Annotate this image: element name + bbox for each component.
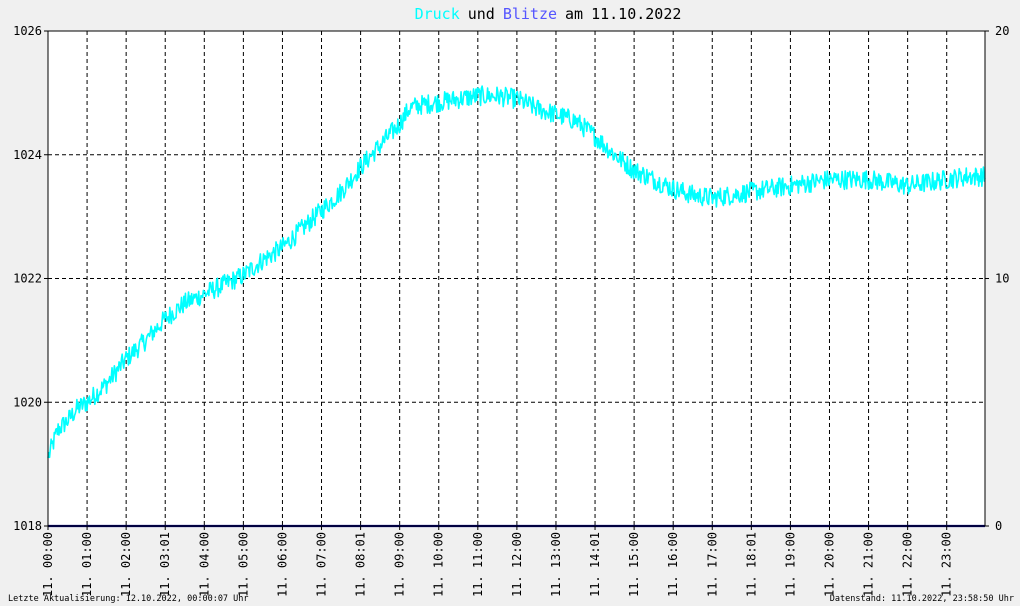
x-tick-label: 11. 22:00 bbox=[901, 532, 915, 597]
plot-frame bbox=[47, 30, 986, 527]
title-blitze: Blitze bbox=[503, 5, 557, 23]
y-left-tick-label: 1020 bbox=[13, 395, 42, 409]
y-left-tick-label: 1018 bbox=[13, 519, 42, 533]
label-layer: 11. 00:00 11. 01:00 11. 02:00 11. 03:01 11. … bbox=[13, 24, 1009, 597]
x-tick-label: 11. 13:00 bbox=[549, 532, 563, 597]
x-tick-label: 11. 12:00 bbox=[510, 532, 524, 597]
x-tick-label: 11. 00:00 bbox=[41, 532, 55, 597]
footer-last-update: Letzte Aktualisierung: 12.10.2022, 00:00… bbox=[8, 594, 249, 604]
chart-title: Druck und Blitze am 11.10.2022 bbox=[415, 5, 682, 23]
x-tick-label: 11. 07:00 bbox=[315, 532, 329, 597]
y-right-tick-label: 10 bbox=[995, 272, 1009, 286]
x-tick-label: 11. 01:00 bbox=[80, 532, 94, 597]
x-tick-label: 11. 19:00 bbox=[783, 532, 797, 597]
x-tick-label: 11. 21:00 bbox=[862, 532, 876, 597]
series-druck-line bbox=[47, 85, 986, 459]
x-tick-label: 11. 09:00 bbox=[393, 532, 407, 597]
footer-data-status: Datenstand: 11.10.2022, 23:58:50 Uhr bbox=[830, 594, 1014, 604]
x-tick-label: 11. 10:00 bbox=[432, 532, 446, 597]
title-und: und bbox=[468, 5, 495, 23]
x-tick-label: 11. 03:01 bbox=[158, 532, 172, 597]
x-tick-label: 11. 14:01 bbox=[588, 532, 602, 597]
title-date: 11.10.2022 bbox=[591, 5, 681, 23]
y-left-tick-label: 1026 bbox=[13, 24, 42, 38]
y-right-tick-label: 20 bbox=[995, 24, 1009, 38]
x-tick-label: 11. 02:00 bbox=[119, 532, 133, 597]
x-tick-label: 11. 15:00 bbox=[627, 532, 641, 597]
x-tick-label: 11. 11:00 bbox=[471, 532, 485, 597]
x-tick-label: 11. 06:00 bbox=[275, 532, 289, 597]
x-tick-label: 11. 18:01 bbox=[744, 532, 758, 597]
x-tick-label: 11. 05:00 bbox=[236, 532, 250, 597]
grid-layer bbox=[48, 31, 985, 526]
title-am: am bbox=[565, 5, 583, 23]
x-tick-label: 11. 04:00 bbox=[197, 532, 211, 597]
x-tick-label: 11. 20:00 bbox=[822, 532, 836, 597]
x-tick-label: 11. 16:00 bbox=[666, 532, 680, 597]
y-left-tick-label: 1022 bbox=[13, 272, 42, 286]
x-tick-label: 11. 17:00 bbox=[705, 532, 719, 597]
y-left-tick-label: 1024 bbox=[13, 148, 42, 162]
title-druck: Druck bbox=[415, 5, 460, 23]
axis-layer bbox=[44, 30, 989, 530]
x-tick-label: 11. 08:01 bbox=[354, 532, 368, 597]
y-right-tick-label: 0 bbox=[995, 519, 1002, 533]
x-tick-label: 11. 23:00 bbox=[940, 532, 954, 597]
